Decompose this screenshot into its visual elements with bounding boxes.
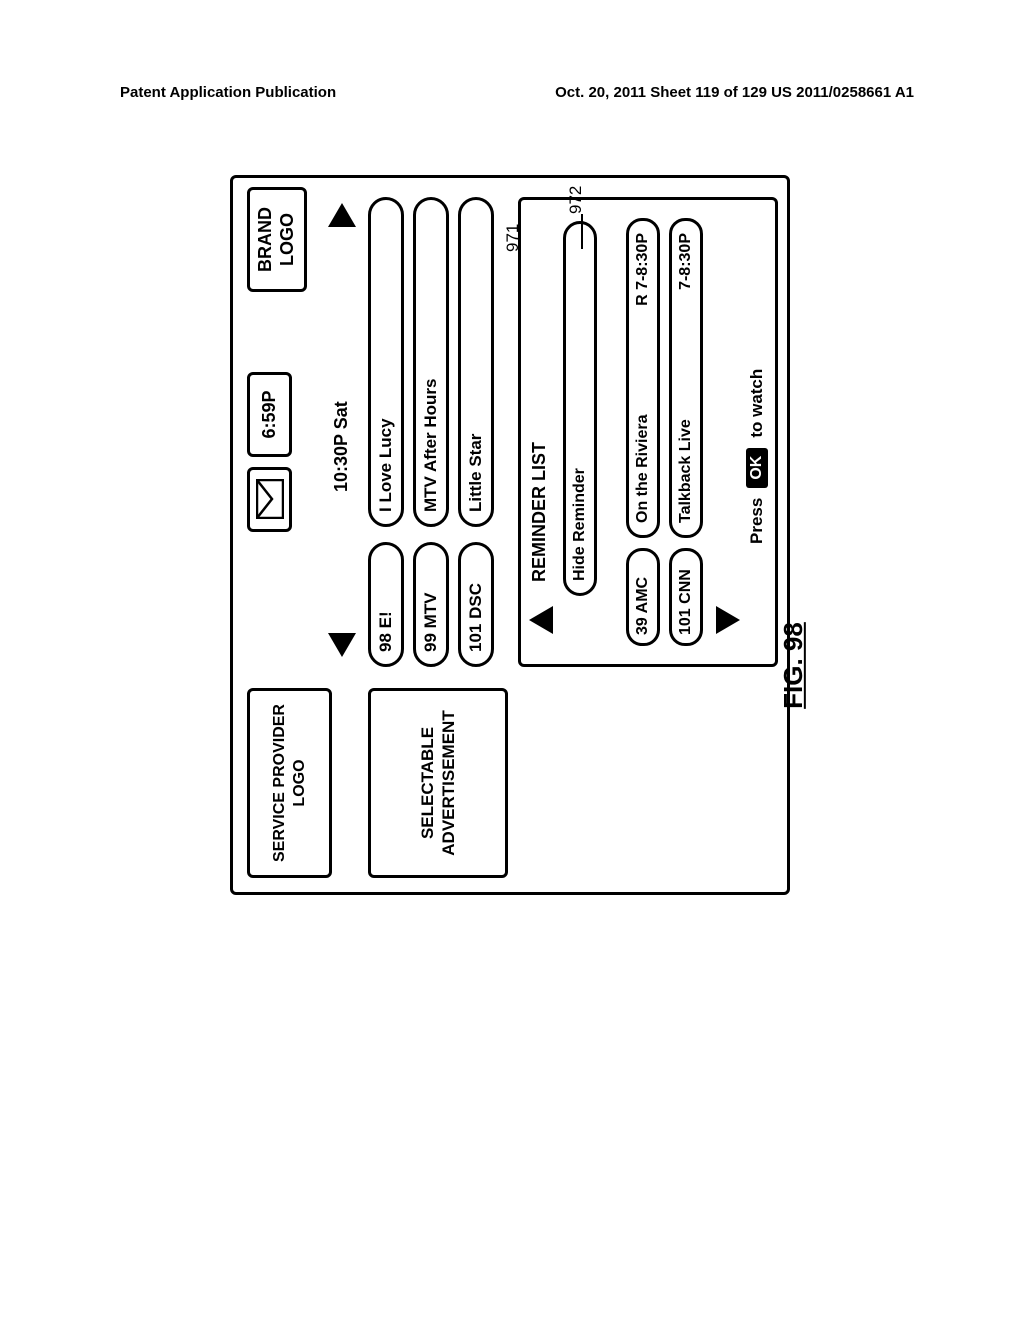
page-header: Patent Application Publication Oct. 20, …: [0, 84, 1024, 101]
press-ok-hint: Press OK to watch: [746, 369, 768, 544]
channel-pill[interactable]: 101 DSC: [458, 542, 494, 667]
service-provider-logo: SERVICE PROVIDER LOGO: [247, 688, 332, 878]
scroll-down-icon[interactable]: [716, 606, 740, 634]
mail-icon: [256, 480, 284, 520]
reminder-channel: 39 AMC: [626, 548, 660, 646]
callout-972-leader: [581, 214, 583, 249]
program-pill[interactable]: I Love Lucy: [368, 197, 404, 527]
scroll-up-icon[interactable]: [529, 606, 553, 634]
screen-outline: SERVICE PROVIDER LOGO 6:59P BRAND LOGO 1…: [230, 175, 790, 895]
channel-pill[interactable]: 98 E!: [368, 542, 404, 667]
ok-badge: OK: [746, 448, 768, 488]
channel-pill[interactable]: 99 MTV: [413, 542, 449, 667]
mail-icon-box[interactable]: [247, 467, 292, 532]
figure-98: SERVICE PROVIDER LOGO 6:59P BRAND LOGO 1…: [230, 175, 790, 895]
reminder-list-panel: REMINDER LIST Hide Reminder 972 39 AMC O…: [518, 197, 778, 667]
callout-972: 972: [566, 186, 586, 214]
reminder-title: REMINDER LIST: [529, 442, 550, 582]
date-label: 10:30P Sat: [331, 401, 352, 492]
reminder-channel: 101 CNN: [669, 548, 703, 646]
brand-logo: BRAND LOGO: [247, 187, 307, 292]
header-right: Oct. 20, 2011 Sheet 119 of 129 US 2011/0…: [555, 84, 914, 101]
reminder-row[interactable]: 39 AMC On the Riviera R 7-8:30P: [626, 206, 660, 646]
nav-left-icon[interactable]: [328, 633, 356, 657]
selectable-advertisement[interactable]: SELECTABLE ADVERTISEMENT: [368, 688, 508, 878]
program-pill[interactable]: Little Star: [458, 197, 494, 527]
nav-right-icon[interactable]: [328, 203, 356, 227]
program-pill[interactable]: MTV After Hours: [413, 197, 449, 527]
hide-reminder-button[interactable]: Hide Reminder: [563, 221, 597, 596]
figure-label: FIG. 98: [778, 622, 809, 709]
reminder-program: On the Riviera R 7-8:30P: [626, 218, 660, 538]
clock-time: 6:59P: [247, 372, 292, 457]
header-left: Patent Application Publication: [120, 84, 336, 101]
reminder-row[interactable]: 101 CNN Talkback Live 7-8:30P: [669, 206, 703, 646]
reminder-program: Talkback Live 7-8:30P: [669, 218, 703, 538]
